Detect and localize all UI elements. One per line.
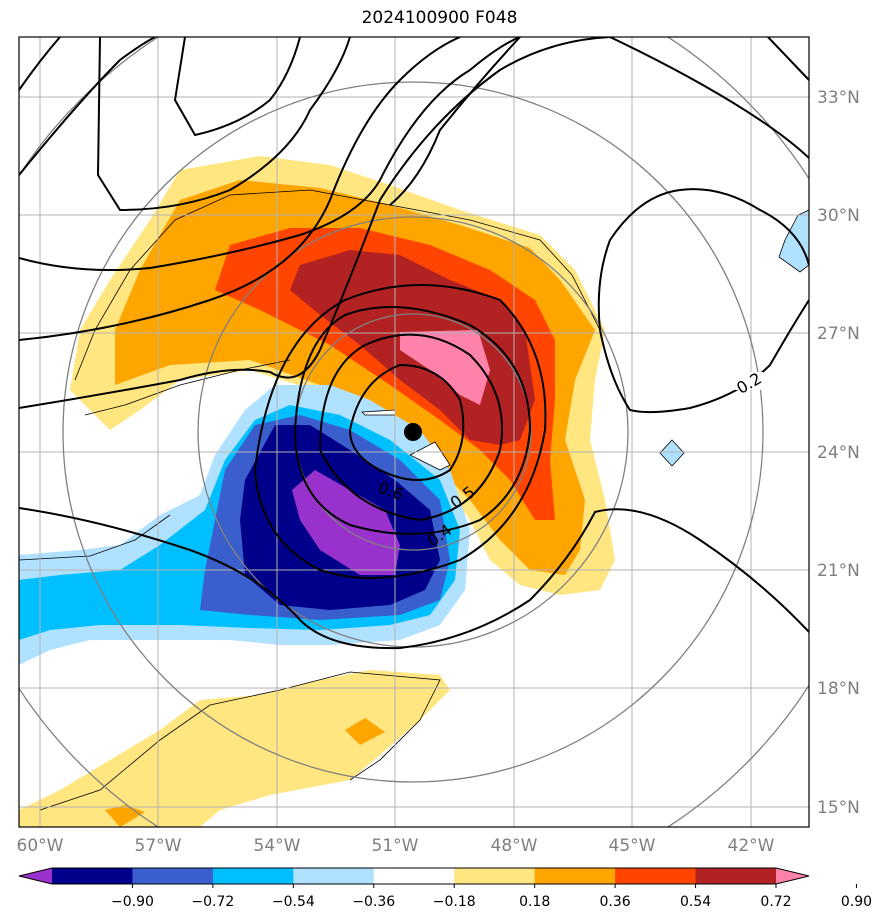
fill-neg-east-edge — [778, 209, 809, 273]
fill-neg-diamond-east — [659, 439, 685, 467]
anomaly-fill-layer — [19, 156, 809, 827]
lat-label: 24°N — [817, 443, 860, 463]
colorbar-tick-label: 0.36 — [600, 894, 631, 910]
colorbar-tick-label: 0.54 — [680, 894, 711, 910]
map-frame — [18, 36, 810, 828]
lon-label: 48°W — [491, 836, 538, 856]
colorbar-swatches — [18, 867, 810, 885]
contour-northeast-2 — [767, 37, 809, 81]
lat-label: 27°N — [817, 324, 860, 344]
lon-label: 42°W — [728, 836, 775, 856]
colorbar-swatch — [293, 868, 375, 884]
colorbar-swatch — [695, 868, 777, 884]
colorbar-tick-label: −0.54 — [272, 894, 315, 910]
colorbar-swatch — [212, 868, 294, 884]
contour-east-high — [597, 188, 809, 331]
lon-label: 51°W — [372, 836, 419, 856]
contour-fold-2 — [173, 37, 301, 137]
lat-label: 33°N — [817, 88, 860, 108]
anomaly-edge-lines — [19, 189, 601, 811]
contour-ridge-2 — [19, 37, 61, 91]
longitude-labels: 60°W 57°W 54°W 51°W 48°W 45°W 42°W — [17, 836, 775, 856]
contour-southwest — [19, 507, 809, 650]
lon-label: 45°W — [609, 836, 656, 856]
contour-fold — [96, 37, 351, 212]
lat-label: 30°N — [817, 206, 860, 226]
lat-label: 15°N — [817, 798, 860, 818]
contour-outer-north-3 — [19, 37, 611, 409]
colorbar-tick-label: 0.90 — [841, 894, 872, 910]
lat-label: 21°N — [817, 561, 860, 581]
contour-northeast — [609, 37, 809, 159]
colorbar-tick-label: −0.18 — [433, 894, 476, 910]
colorbar-swatch — [132, 868, 214, 884]
map-title: 2024100900 F048 — [361, 8, 518, 28]
colorbar-tick-label: −0.72 — [191, 894, 234, 910]
contour-outer-north — [19, 37, 521, 271]
colorbar-tick-label: 0.72 — [760, 894, 791, 910]
colorbar-tick-labels: −0.90 −0.72 −0.54 −0.36 −0.18 0.18 0.36 0.54 0.7… — [111, 884, 872, 910]
lon-label: 60°W — [17, 836, 64, 856]
fill-pos-0-36-south — [19, 670, 450, 827]
contour-fold-3 — [389, 37, 521, 206]
fill-pos-0-54-small — [345, 718, 385, 745]
colorbar-tick-label: −0.90 — [111, 894, 154, 910]
contour-outer-north-2 — [19, 37, 461, 341]
contour-inner-1 — [349, 363, 465, 481]
colorbar-swatch — [534, 868, 616, 884]
colorbar-extend-high — [776, 868, 809, 884]
colorbar: −0.90 −0.72 −0.54 −0.36 −0.18 0.18 0.36 0.54 0.7… — [18, 867, 872, 910]
contour-inner-4 — [254, 284, 547, 579]
colorbar-swatch — [454, 868, 536, 884]
lon-label: 57°W — [135, 836, 182, 856]
contour-inner-2 — [319, 333, 503, 522]
lon-label: 54°W — [254, 836, 301, 856]
colorbar-tick-label: −0.36 — [352, 894, 395, 910]
map-plot-area: 0.2 0.6 0.5 0.4 — [19, 37, 809, 827]
contour-inner-3 — [294, 306, 532, 535]
fill-neutral-notch — [409, 441, 451, 471]
colorbar-tick-label: 0.18 — [519, 894, 550, 910]
fill-pos-above-0-90 — [400, 330, 490, 405]
latitude-labels: 33°N 30°N 27°N 24°N 21°N 18°N 15°N — [817, 88, 860, 818]
colorbar-extend-low — [19, 868, 52, 884]
storm-center-marker — [404, 423, 422, 441]
contour-ridge — [19, 37, 156, 176]
colorbar-swatch — [615, 868, 697, 884]
colorbar-swatch — [52, 868, 133, 884]
lat-label: 18°N — [817, 679, 860, 699]
colorbar-outline — [18, 867, 810, 885]
graticule — [19, 37, 809, 827]
colorbar-swatch — [373, 868, 455, 884]
contour-east-high-low — [599, 299, 809, 414]
streamfunction-contours — [19, 37, 809, 650]
